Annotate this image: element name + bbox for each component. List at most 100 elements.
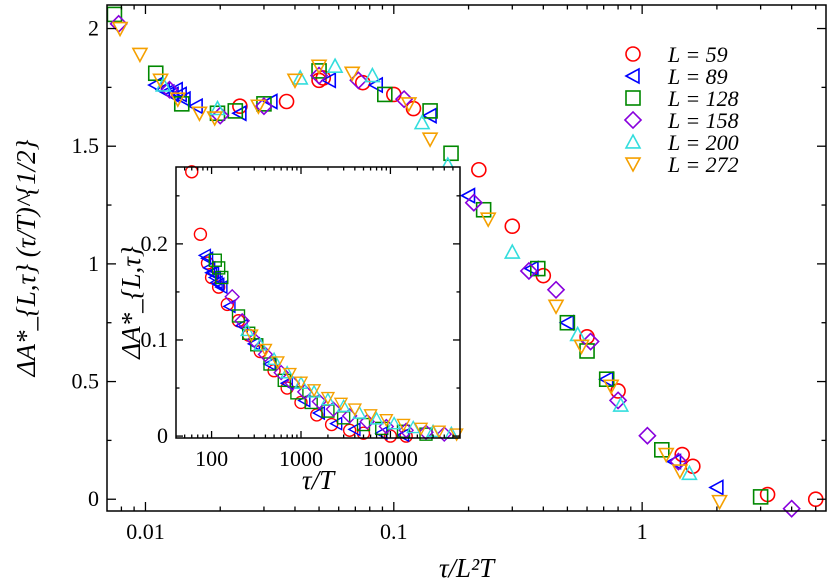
main-data-point bbox=[286, 73, 304, 89]
legend-label: L = 59 bbox=[667, 42, 728, 67]
inset-data-point bbox=[215, 270, 229, 285]
main-data-point bbox=[464, 193, 484, 212]
inset-y-tick-label: 0 bbox=[157, 423, 168, 448]
main-data-point bbox=[377, 86, 393, 103]
main-data-point bbox=[602, 379, 620, 395]
main-data-point bbox=[291, 69, 309, 85]
inset-data-point bbox=[296, 383, 313, 400]
inset-data-point bbox=[311, 405, 326, 421]
main-data-point bbox=[669, 452, 688, 471]
inset-x-tick-label: 100 bbox=[195, 446, 228, 471]
inset-data-point bbox=[347, 403, 363, 417]
main-y-tick-label: 1 bbox=[88, 251, 99, 276]
main-data-point bbox=[581, 332, 600, 351]
main-data-point bbox=[547, 299, 565, 315]
main-data-point bbox=[250, 99, 267, 115]
inset-data-point bbox=[208, 253, 222, 267]
main-data-point bbox=[131, 47, 149, 64]
inset-x-tick-label: 1000 bbox=[279, 446, 323, 471]
main-x-tick-label: 0.1 bbox=[380, 519, 408, 544]
legend-marker bbox=[625, 90, 641, 106]
inset-data-point bbox=[193, 227, 208, 241]
main-y-axis-label: ΔA*_{L,τ} (τ/T)^{1/2} bbox=[11, 139, 41, 377]
inset-data-point bbox=[293, 376, 309, 390]
main-data-point bbox=[326, 57, 344, 73]
main-data-point bbox=[232, 98, 248, 114]
main-data-point bbox=[573, 339, 590, 355]
main-data-point bbox=[558, 314, 575, 332]
main-y-tick-label: 2 bbox=[88, 16, 99, 41]
inset-x-axis-label: τ/T bbox=[302, 465, 336, 495]
inset-data-point bbox=[369, 411, 384, 425]
main-data-point bbox=[160, 80, 179, 99]
main-plot: 0.01 0.1 1 0 0.5 1 1.5 2 τ/L²T ΔA*_{L,τ} (τ/T)^… bbox=[11, 4, 827, 582]
main-data-point bbox=[471, 161, 487, 178]
main-data-point bbox=[310, 59, 328, 75]
main-y-tick-label: 1.5 bbox=[72, 133, 100, 158]
main-data-point bbox=[231, 104, 247, 122]
inset-data-point bbox=[306, 384, 322, 398]
main-series-L-272 bbox=[111, 21, 728, 511]
main-data-point bbox=[367, 76, 384, 94]
main-data-point bbox=[711, 494, 728, 511]
main-data-point bbox=[529, 260, 546, 277]
main-data-point bbox=[254, 97, 274, 116]
main-data-point bbox=[206, 111, 224, 127]
inset-data-point bbox=[197, 248, 212, 263]
main-data-point bbox=[503, 243, 521, 259]
main-data-point bbox=[443, 145, 459, 162]
legend-label: L = 158 bbox=[667, 108, 739, 133]
main-data-point bbox=[209, 99, 226, 116]
legend-marker bbox=[624, 157, 642, 173]
main-data-point bbox=[400, 97, 418, 113]
inset-data-point bbox=[294, 395, 308, 410]
inset-data-point bbox=[204, 265, 218, 280]
main-data-point bbox=[546, 280, 566, 299]
main-data-point bbox=[608, 391, 628, 410]
main-x-tick-label: 1 bbox=[637, 519, 648, 544]
inset-data-point bbox=[209, 275, 223, 290]
inset-data-point bbox=[257, 346, 274, 363]
main-data-point bbox=[173, 96, 190, 112]
main-data-point bbox=[187, 97, 203, 115]
inset-data-point bbox=[244, 329, 259, 343]
main-data-point bbox=[191, 106, 208, 122]
main-x-axis-label: τ/L²T bbox=[439, 553, 496, 582]
main-data-point bbox=[638, 426, 657, 445]
main-data-point bbox=[479, 212, 497, 228]
inset-data-point bbox=[413, 422, 429, 436]
inset-data-point bbox=[211, 261, 226, 275]
main-data-point bbox=[111, 21, 129, 38]
main-axis-ticks: 0.01 0.1 1 0 0.5 1 1.5 2 bbox=[72, 5, 826, 544]
legend-marker bbox=[625, 46, 641, 62]
legend-label: L = 89 bbox=[667, 64, 728, 89]
main-data-point bbox=[152, 73, 169, 89]
inset-data-point bbox=[185, 165, 199, 179]
main-data-point bbox=[309, 66, 329, 85]
main-data-point bbox=[422, 103, 438, 119]
main-data-point bbox=[657, 447, 675, 464]
main-data-point bbox=[421, 107, 437, 124]
main-data-point bbox=[752, 489, 769, 505]
main-data-point bbox=[674, 446, 691, 463]
main-data-point bbox=[413, 113, 431, 130]
main-y-tick-label: 0 bbox=[88, 486, 99, 511]
main-data-points bbox=[106, 6, 824, 518]
inset-plot-frame bbox=[175, 166, 461, 439]
inset-y-tick-label: 0.2 bbox=[141, 231, 169, 256]
main-data-point bbox=[421, 132, 439, 148]
main-data-point bbox=[559, 314, 576, 331]
main-data-point bbox=[681, 464, 698, 481]
inset-x-tick-label: 10000 bbox=[363, 446, 418, 471]
inset-axis-ticks: 100 1000 10000 0 0.1 0.2 bbox=[141, 167, 460, 471]
inset-data-point bbox=[386, 416, 402, 430]
main-data-point bbox=[612, 396, 630, 412]
main-data-point bbox=[671, 464, 689, 480]
inset-data-point bbox=[211, 277, 225, 292]
inset-data-point bbox=[222, 299, 236, 314]
main-data-point bbox=[343, 66, 361, 82]
main-data-point bbox=[654, 442, 670, 458]
main-data-point bbox=[708, 479, 724, 496]
